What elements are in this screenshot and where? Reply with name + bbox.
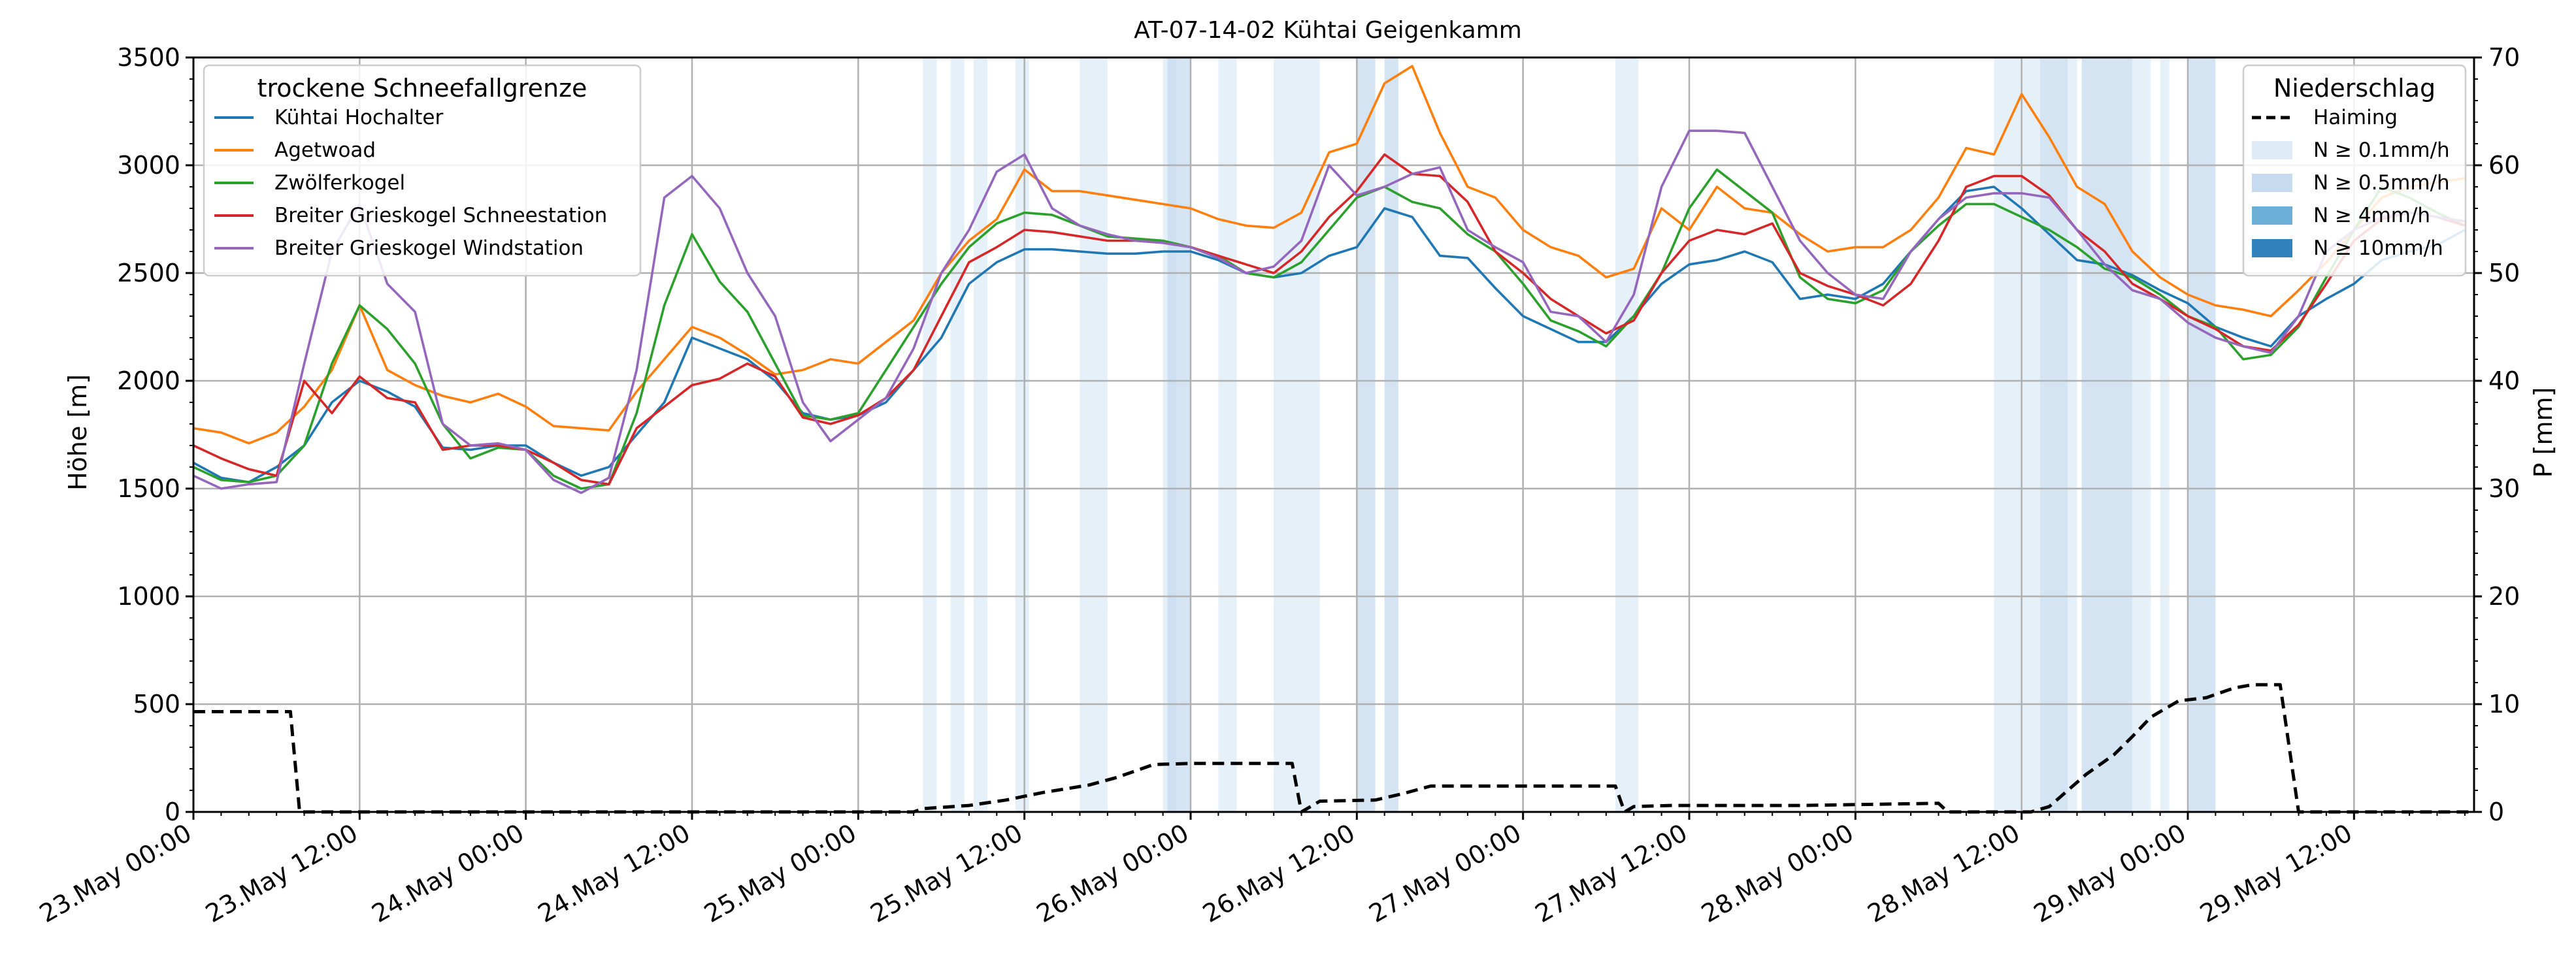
x-tick-label: 28.May 12:00 <box>1862 818 2024 928</box>
legend-entry: Zwölferkogel <box>274 171 405 195</box>
y-tick-label: 3500 <box>117 43 180 72</box>
legend-title-snowline: trockene Schneefallgrenze <box>257 74 587 103</box>
legend-entry: Kühtai Hochalter <box>274 106 444 129</box>
x-tick-label: 28.May 00:00 <box>1696 818 1858 928</box>
precip-band <box>1615 57 1639 812</box>
legend-swatch <box>2252 206 2292 225</box>
legend-entry: Breiter Grieskogel Windstation <box>274 236 584 260</box>
precip-band <box>1015 57 1029 812</box>
precip-band <box>1080 57 1108 812</box>
x-tick-label: 23.May 12:00 <box>201 818 363 928</box>
legend-entry: Haiming <box>2313 106 2398 129</box>
y-tick-label: 1000 <box>117 582 180 611</box>
series-lines <box>193 65 2474 814</box>
legend-entry: N ≥ 4mm/h <box>2313 204 2430 227</box>
precip-band <box>2132 57 2151 812</box>
y-tick-label: 2500 <box>117 259 180 287</box>
precipitation-bands <box>923 57 2216 812</box>
precip-band <box>923 57 937 812</box>
y2-tick-label: 60 <box>2488 151 2520 180</box>
x-tick-label: 24.May 00:00 <box>367 818 529 928</box>
x-tick-label: 27.May 12:00 <box>1530 818 1693 928</box>
y2-axis-label: P [mm] <box>2529 387 2558 478</box>
plot-frame <box>192 56 2475 813</box>
precip-band <box>2187 57 2216 812</box>
x-tick-label: 26.May 12:00 <box>1198 818 1360 928</box>
precip-band <box>1384 57 1398 812</box>
y-tick-label: 500 <box>133 690 180 719</box>
x-tick-label: 26.May 00:00 <box>1032 818 1194 928</box>
precip-band <box>1994 57 2040 812</box>
precip-band <box>2160 57 2170 812</box>
legend-swatch <box>2252 141 2292 159</box>
legend-box-precip <box>2242 64 2467 277</box>
legend-swatch <box>2252 239 2292 257</box>
x-tick-label: 25.May 12:00 <box>865 818 1027 928</box>
series-line-zw-lferkogel <box>193 168 2466 490</box>
x-tick-label: 29.May 00:00 <box>2029 818 2191 928</box>
legend-entry: N ≥ 0.1mm/h <box>2313 138 2450 162</box>
series-line-breiter-grieskogel-schneestation <box>193 153 2466 486</box>
x-tick-label: 27.May 00:00 <box>1364 818 1526 928</box>
x-tick-label: 25.May 00:00 <box>699 818 861 928</box>
x-tick-label: 23.May 00:00 <box>35 818 197 928</box>
series-line-breiter-grieskogel-windstation <box>193 129 2466 494</box>
legend-box-snowline <box>203 64 642 277</box>
y2-tick-label: 0 <box>2488 798 2504 826</box>
y-axis-label: Höhe [m] <box>63 374 92 491</box>
y-tick-label: 3000 <box>117 151 180 180</box>
legends: trockene Schneefallgrenze Kühtai Hochalte… <box>203 64 2467 277</box>
y-tick-label: 0 <box>165 798 180 826</box>
legend-entry: Breiter Grieskogel Schneestation <box>274 204 607 227</box>
y2-tick-label: 70 <box>2488 43 2520 72</box>
y2-tick-label: 40 <box>2488 366 2520 395</box>
precip-band <box>1274 57 1320 812</box>
series-line-haiming <box>193 683 2474 814</box>
y2-tick-label: 10 <box>2488 690 2520 719</box>
chart-title: AT-07-14-02 Kühtai Geigenkamm <box>1134 17 1522 44</box>
y2-tick-label: 20 <box>2488 582 2520 611</box>
series-line-k-htai-hochalter <box>193 186 2466 483</box>
legend-swatch <box>2252 174 2292 192</box>
precip-band <box>2039 57 2068 812</box>
y2-tick-label: 50 <box>2488 259 2520 287</box>
legend-entry: N ≥ 10mm/h <box>2313 236 2443 260</box>
legend-entry: Agetwoad <box>274 138 376 162</box>
precip-band <box>2081 57 2133 812</box>
y-tick-label: 1500 <box>117 474 180 503</box>
y-tick-label: 2000 <box>117 366 180 395</box>
legend-title-precip: Niederschlag <box>2273 74 2436 103</box>
legend-entry: N ≥ 0.5mm/h <box>2313 171 2450 195</box>
series-line-agetwoad <box>193 65 2466 445</box>
precip-band <box>1357 57 1376 812</box>
precip-band <box>1167 57 1191 812</box>
precip-band <box>950 57 965 812</box>
x-tick-label: 24.May 12:00 <box>533 818 695 928</box>
precip-band <box>973 57 988 812</box>
precip-band <box>1218 57 1237 812</box>
x-tick-label: 29.May 12:00 <box>2195 818 2357 928</box>
y2-tick-label: 30 <box>2488 474 2520 503</box>
